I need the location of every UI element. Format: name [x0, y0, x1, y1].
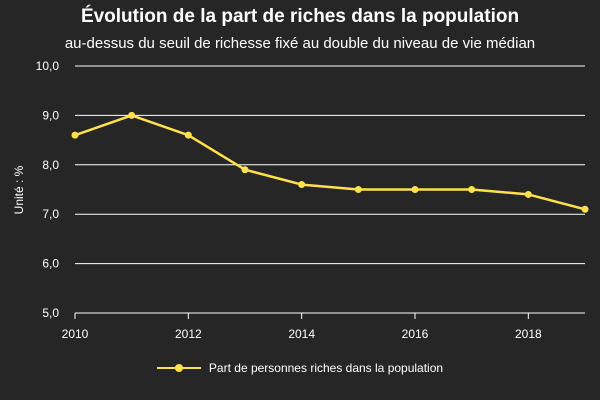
x-tick-label: 2018 — [515, 327, 542, 341]
y-tick-label: 10,0 — [36, 59, 60, 73]
data-point — [184, 131, 192, 139]
y-tick-label: 7,0 — [42, 207, 59, 221]
x-tick-label: 2014 — [288, 327, 315, 341]
data-point — [71, 131, 79, 139]
data-point — [411, 186, 419, 193]
legend: Part de personnes riches dans la populat… — [0, 361, 600, 375]
data-point — [354, 186, 362, 193]
x-tick-label: 2012 — [175, 327, 202, 341]
data-point — [241, 166, 249, 174]
series-layer — [71, 111, 589, 213]
x-tick-label: 2016 — [402, 327, 429, 341]
data-point — [581, 205, 589, 213]
grid-lines — [75, 65, 585, 314]
x-axis-ticks: 2010 2012 2014 2016 2018 — [62, 313, 542, 341]
series-line — [74, 114, 586, 211]
data-point — [128, 111, 136, 119]
chart-subtitle: au-dessus du seuil de richesse fixé au d… — [64, 35, 536, 52]
data-point — [298, 181, 306, 189]
y-tick-label: 8,0 — [42, 158, 59, 172]
chart-title: Évolution de la part de riches dans la p… — [80, 6, 520, 27]
legend-swatch — [156, 364, 201, 372]
x-tick-label: 2010 — [62, 327, 89, 341]
y-tick-label: 5,0 — [42, 306, 59, 320]
y-axis-ticks: 5,0 6,0 7,0 8,0 9,0 10,0 — [36, 59, 60, 320]
data-point — [524, 190, 532, 198]
y-tick-label: 6,0 — [42, 257, 59, 271]
y-axis-title: Unité : % — [12, 165, 26, 214]
data-point — [468, 186, 476, 193]
y-tick-label: 9,0 — [42, 108, 59, 122]
legend-label: Part de personnes riches dans la populat… — [208, 361, 444, 375]
